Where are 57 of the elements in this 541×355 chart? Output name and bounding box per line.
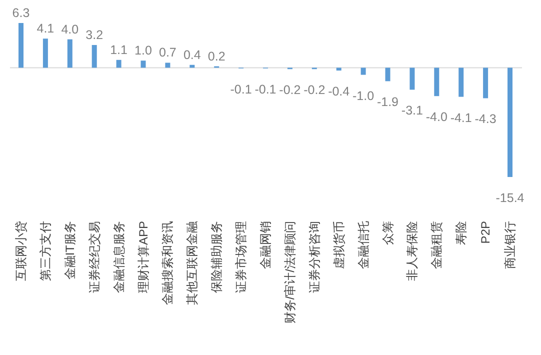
data-label: 4.0: [61, 22, 79, 36]
x-tick-label: 商业银行: [503, 221, 517, 269]
data-label: 1.1: [110, 42, 128, 57]
bar: [336, 68, 342, 71]
bar: [140, 60, 146, 68]
data-label: 3.2: [86, 28, 104, 42]
data-label: 0.7: [159, 46, 176, 60]
x-tick-label: 财务/审计/法律顾问: [282, 221, 297, 324]
x-tick-label: 金融信托: [356, 221, 370, 269]
data-label: -4.0: [426, 110, 448, 124]
data-label: -0.1: [254, 82, 276, 96]
bar: [385, 68, 390, 82]
bar: [165, 62, 170, 68]
data-label: -0.4: [328, 84, 350, 99]
x-tick-label: P2P: [478, 221, 493, 244]
bar: [18, 23, 24, 68]
x-tick-label: 金融信息服务: [112, 221, 126, 293]
data-label: -0.2: [304, 83, 326, 98]
bar: [458, 68, 464, 97]
bar: [67, 39, 72, 68]
x-tick-label: 众筹: [380, 221, 395, 245]
x-tick-label: 其他互联网金融: [185, 221, 200, 305]
bar: [92, 45, 97, 68]
data-label: 6.3: [12, 6, 30, 20]
data-label: -0.2: [279, 83, 301, 98]
x-tick-label: 证券市场管理: [234, 221, 248, 293]
data-label: -3.1: [401, 104, 424, 118]
bar: [116, 60, 122, 68]
data-label: -1.9: [376, 95, 399, 110]
data-label: -0.1: [230, 82, 252, 96]
bar: [434, 68, 440, 96]
data-label: 4.1: [36, 22, 54, 36]
x-tick-label: 第三方支付: [38, 221, 52, 281]
data-label: -4.1: [450, 110, 472, 125]
data-label: 1.0: [134, 44, 152, 58]
data-label: -4.3: [474, 112, 496, 126]
data-label: 0.2: [208, 49, 226, 64]
x-tick-label: 理财计算APP: [136, 221, 150, 294]
data-label: -1.0: [352, 88, 374, 103]
bar: [360, 68, 366, 75]
bar: [508, 68, 512, 177]
bar: [42, 38, 48, 68]
x-tick-label: 保险辅助服务: [210, 221, 224, 293]
bar: [410, 68, 415, 90]
x-tick-label: 金融网销: [258, 221, 272, 269]
x-tick-label: 金融搜索和资讯: [160, 221, 175, 305]
x-tick-label: 互联网小贷: [14, 221, 28, 281]
x-tick-label: 金融租赁: [430, 221, 444, 269]
x-tick-label: 证券经纪交易: [87, 221, 102, 293]
x-tick-label: 虚拟货币: [332, 221, 346, 269]
x-tick-label: 非人寿保险: [405, 221, 420, 281]
x-tick-label: 金融IT服务: [62, 221, 77, 280]
x-tick-label: 寿险: [454, 221, 468, 245]
x-tick-label: 证券分析咨询: [307, 221, 322, 293]
bar: [483, 68, 488, 98]
data-label: 0.4: [183, 48, 201, 62]
data-label: -15.4: [496, 191, 524, 205]
